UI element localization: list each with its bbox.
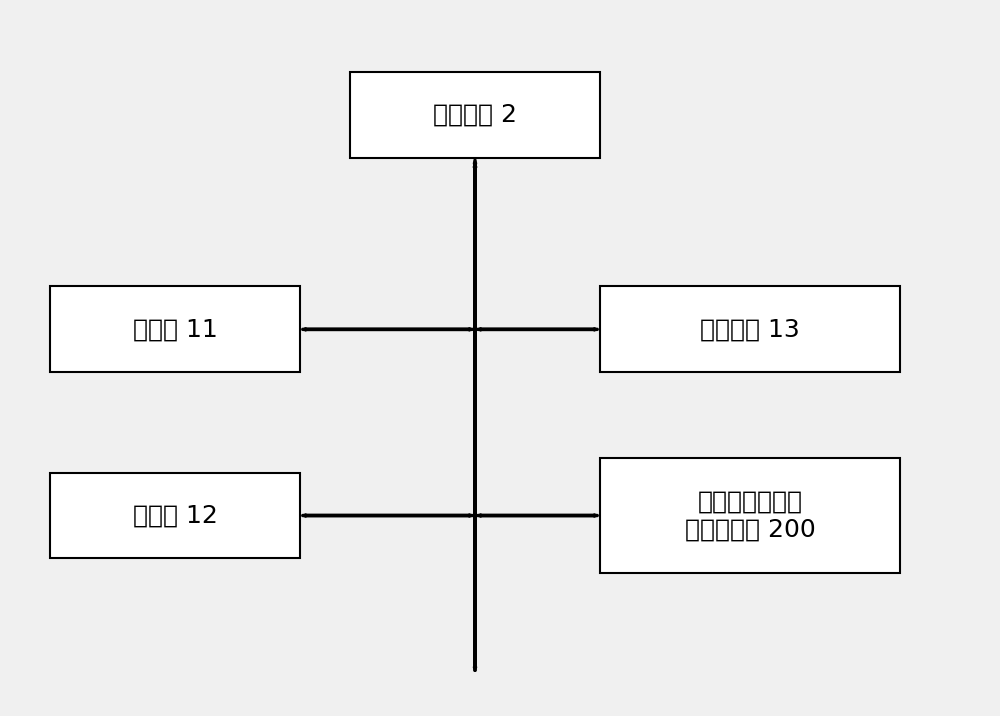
Text: 网络接口 13: 网络接口 13 — [700, 317, 800, 342]
FancyBboxPatch shape — [600, 286, 900, 372]
Text: 构建社交行为序
列图的系统 200: 构建社交行为序 列图的系统 200 — [685, 490, 815, 541]
FancyBboxPatch shape — [350, 72, 600, 158]
FancyBboxPatch shape — [600, 458, 900, 573]
Text: 存储器 11: 存储器 11 — [133, 317, 217, 342]
FancyBboxPatch shape — [50, 286, 300, 372]
Text: 处理器 12: 处理器 12 — [133, 503, 217, 528]
FancyBboxPatch shape — [50, 473, 300, 558]
Text: 移动终端 2: 移动终端 2 — [433, 102, 517, 127]
